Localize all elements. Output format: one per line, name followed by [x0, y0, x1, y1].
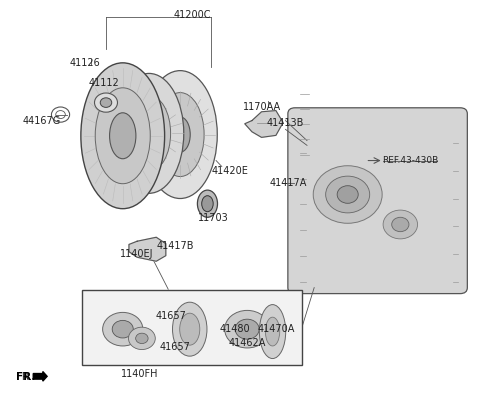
FancyBboxPatch shape	[288, 108, 468, 294]
Circle shape	[95, 93, 118, 112]
Text: 41413B: 41413B	[267, 117, 304, 128]
Circle shape	[325, 176, 370, 213]
Ellipse shape	[140, 116, 158, 150]
Ellipse shape	[114, 73, 184, 193]
Text: 1140FH: 1140FH	[121, 369, 158, 379]
Circle shape	[313, 166, 382, 223]
Text: 41657: 41657	[160, 342, 191, 352]
Ellipse shape	[265, 317, 280, 346]
Text: 41112: 41112	[88, 78, 119, 87]
Circle shape	[383, 210, 418, 239]
Circle shape	[225, 310, 270, 348]
Text: 41126: 41126	[69, 58, 100, 68]
Ellipse shape	[109, 113, 136, 159]
Ellipse shape	[81, 63, 165, 209]
Text: 41417A: 41417A	[269, 178, 307, 188]
Ellipse shape	[180, 313, 200, 345]
Circle shape	[392, 217, 409, 232]
Ellipse shape	[95, 88, 150, 184]
Polygon shape	[129, 237, 166, 261]
Ellipse shape	[259, 305, 286, 358]
FancyArrow shape	[33, 372, 47, 381]
Polygon shape	[245, 111, 283, 138]
Circle shape	[112, 320, 133, 338]
Circle shape	[129, 327, 156, 350]
Ellipse shape	[156, 93, 204, 176]
Ellipse shape	[143, 71, 217, 198]
Text: 11703: 11703	[198, 213, 229, 223]
Text: 1170AA: 1170AA	[242, 101, 281, 111]
Circle shape	[337, 186, 358, 203]
Ellipse shape	[202, 196, 213, 212]
Text: 41470A: 41470A	[257, 324, 295, 334]
Circle shape	[136, 333, 148, 344]
Text: 41420E: 41420E	[212, 166, 249, 176]
Circle shape	[100, 98, 112, 107]
Circle shape	[103, 312, 143, 346]
Text: FR.: FR.	[16, 372, 32, 382]
Text: FR.: FR.	[16, 372, 36, 382]
Text: 41200C: 41200C	[173, 10, 211, 20]
Text: 41417B: 41417B	[156, 241, 194, 251]
FancyBboxPatch shape	[82, 290, 302, 365]
Text: 41657: 41657	[155, 312, 186, 321]
Text: 41480: 41480	[220, 324, 251, 334]
Text: 1140EJ: 1140EJ	[120, 249, 154, 259]
Circle shape	[235, 319, 259, 339]
Text: REF.43-430B: REF.43-430B	[382, 156, 438, 165]
Text: 44167G: 44167G	[22, 115, 60, 126]
Ellipse shape	[128, 95, 170, 171]
Text: 41462A: 41462A	[228, 338, 266, 348]
Ellipse shape	[172, 302, 207, 356]
Ellipse shape	[170, 117, 190, 152]
Ellipse shape	[197, 190, 217, 217]
